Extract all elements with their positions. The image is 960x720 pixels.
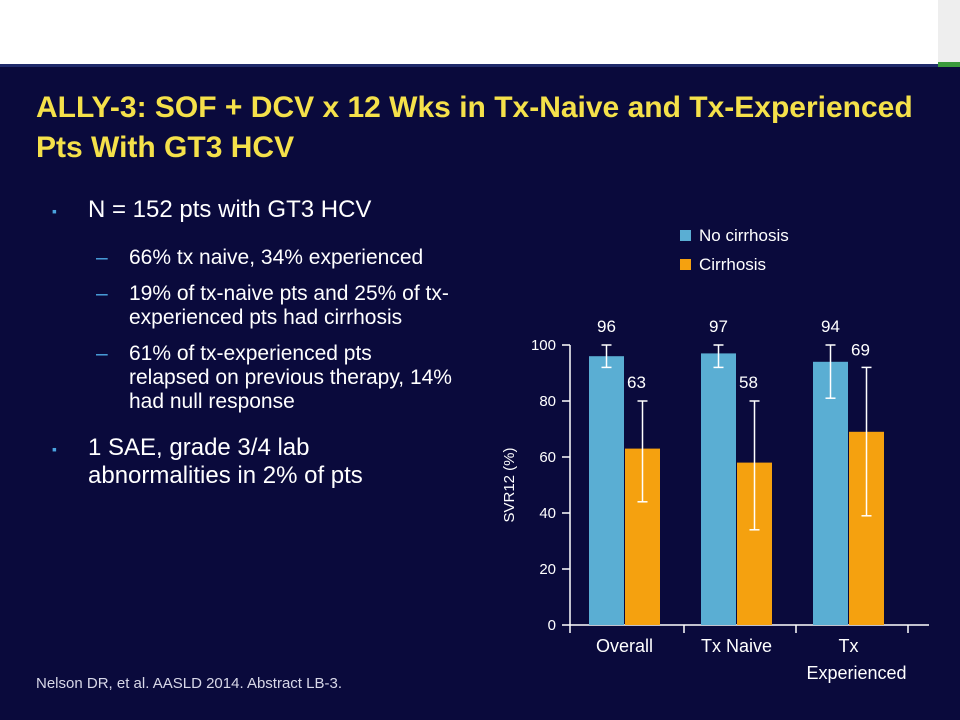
sub-bullet-marker: – [96,282,108,305]
data-label: 94 [821,317,840,336]
header-tab [938,0,960,64]
sub-bullet-marker: – [96,246,108,269]
bullet-marker: ▪ [52,441,57,457]
x-category-label: Tx [839,636,859,656]
sub-bullet-text: 66% tx naive, 34% experienced [129,246,424,269]
header-divider [0,64,960,67]
x-category-label: Tx Naive [701,636,772,656]
sub-bullet-text: 19% of tx-naive pts and 25% of tx-experi… [129,282,449,329]
sub-bullet-marker: – [96,342,108,365]
citation: Nelson DR, et al. AASLD 2014. Abstract L… [36,675,342,692]
slide-title: ALLY-3: SOF + DCV x 12 Wks in Tx-Naive a… [36,91,913,164]
legend-swatch [680,230,691,241]
legend-label: Cirrhosis [699,255,766,274]
y-tick-label: 0 [548,617,556,634]
legend-label: No cirrhosis [699,226,789,245]
bullet-text: 1 SAE, grade 3/4 lab abnormalities in 2%… [88,434,363,489]
bullet-list: ▪ N = 152 pts with GT3 HCV – 66% tx naiv… [52,196,452,512]
sub-bullet-text: 61% of tx-experienced pts relapsed on pr… [129,342,452,413]
sub-bullet-item: – 61% of tx-experienced pts relapsed on … [52,342,452,414]
svr12-bar-chart: 0 20 40 60 80 100 SVR12 (%) 96 63 Overall 97 58 Tx N… [501,226,929,683]
y-tick-label: 80 [539,393,556,410]
y-axis-label: SVR12 (%) [501,447,518,522]
bullet-text: N = 152 pts with GT3 HCV [88,196,372,223]
y-tick-label: 40 [539,505,556,522]
bar-no-cirrhosis [701,353,736,625]
data-label: 96 [597,317,616,336]
bar-no-cirrhosis [813,361,848,625]
data-label: 63 [627,373,646,392]
bullet-item: ▪ N = 152 pts with GT3 HCV [52,196,452,224]
data-label: 97 [709,317,728,336]
data-label: 58 [739,373,758,392]
sub-bullet-item: – 66% tx naive, 34% experienced [52,246,452,270]
bullet-marker: ▪ [52,203,57,219]
x-category-label: Experienced [806,663,906,683]
sub-bullet-item: – 19% of tx-naive pts and 25% of tx-expe… [52,282,452,330]
y-tick-label: 100 [531,337,556,354]
y-tick-label: 20 [539,561,556,578]
legend-swatch [680,259,691,270]
bullet-item: ▪ 1 SAE, grade 3/4 lab abnormalities in … [52,434,452,490]
x-category-label: Overall [596,636,653,656]
header-accent [938,62,960,67]
header-bar [0,0,960,64]
y-tick-label: 60 [539,449,556,466]
bar-no-cirrhosis [589,356,624,625]
data-label: 69 [851,340,870,359]
